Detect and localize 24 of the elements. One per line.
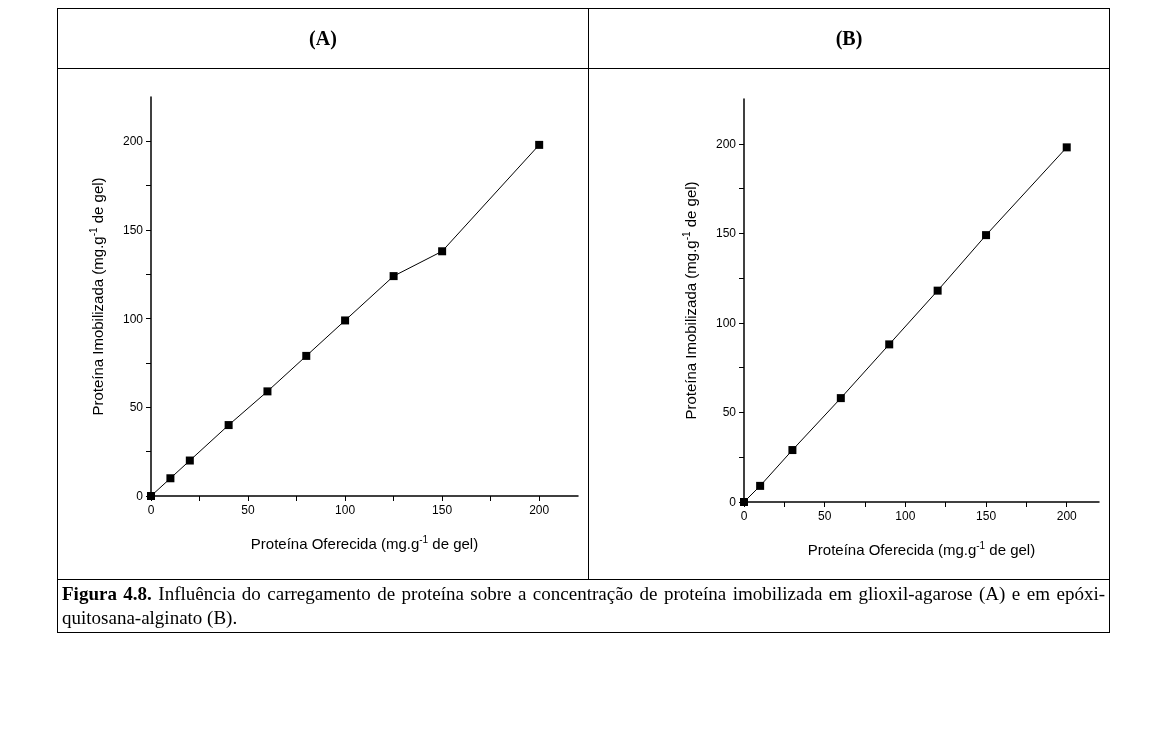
- y-axis-title: Proteína Imobilizada (mg.g-1 de gel): [87, 177, 106, 416]
- text: Figura 4.8. Influência do carregamento de proteína sobre a concentração de proteína imobilizada em glioxil-agarose (A) e em epóxi-quitosana-alginato (B).: [62, 582, 1105, 630]
- y-axis-title: Proteína Imobilizada (mg.g-1 de gel): [680, 181, 699, 420]
- x-tick-label: 150: [976, 509, 997, 523]
- x-tick-label: 0: [147, 503, 155, 517]
- x-tick-label: 150: [432, 503, 453, 517]
- x-tick-label: 200: [1056, 509, 1078, 523]
- y-tick-label: 100: [122, 311, 144, 326]
- y-tick-label: 200: [715, 136, 737, 151]
- y-tick-label: 50: [129, 400, 144, 415]
- x-tick-label: 100: [895, 509, 916, 523]
- x-tick-label: 0: [740, 509, 748, 523]
- x-tick-label: 50: [818, 509, 832, 523]
- y-tick-label: 150: [122, 223, 144, 237]
- y-tick-label: 200: [122, 134, 144, 149]
- x-tick-label: 200: [529, 503, 550, 517]
- y-tick-label: 100: [715, 315, 737, 330]
- chart-title: (B): [589, 9, 1109, 69]
- y-tick-label: 150: [715, 226, 737, 241]
- x-tick-label: 100: [335, 503, 356, 517]
- chart-title: (A): [58, 9, 588, 69]
- y-tick-label: 0: [136, 489, 144, 503]
- x-tick-label: 50: [241, 503, 256, 517]
- y-tick-label: 50: [722, 405, 737, 420]
